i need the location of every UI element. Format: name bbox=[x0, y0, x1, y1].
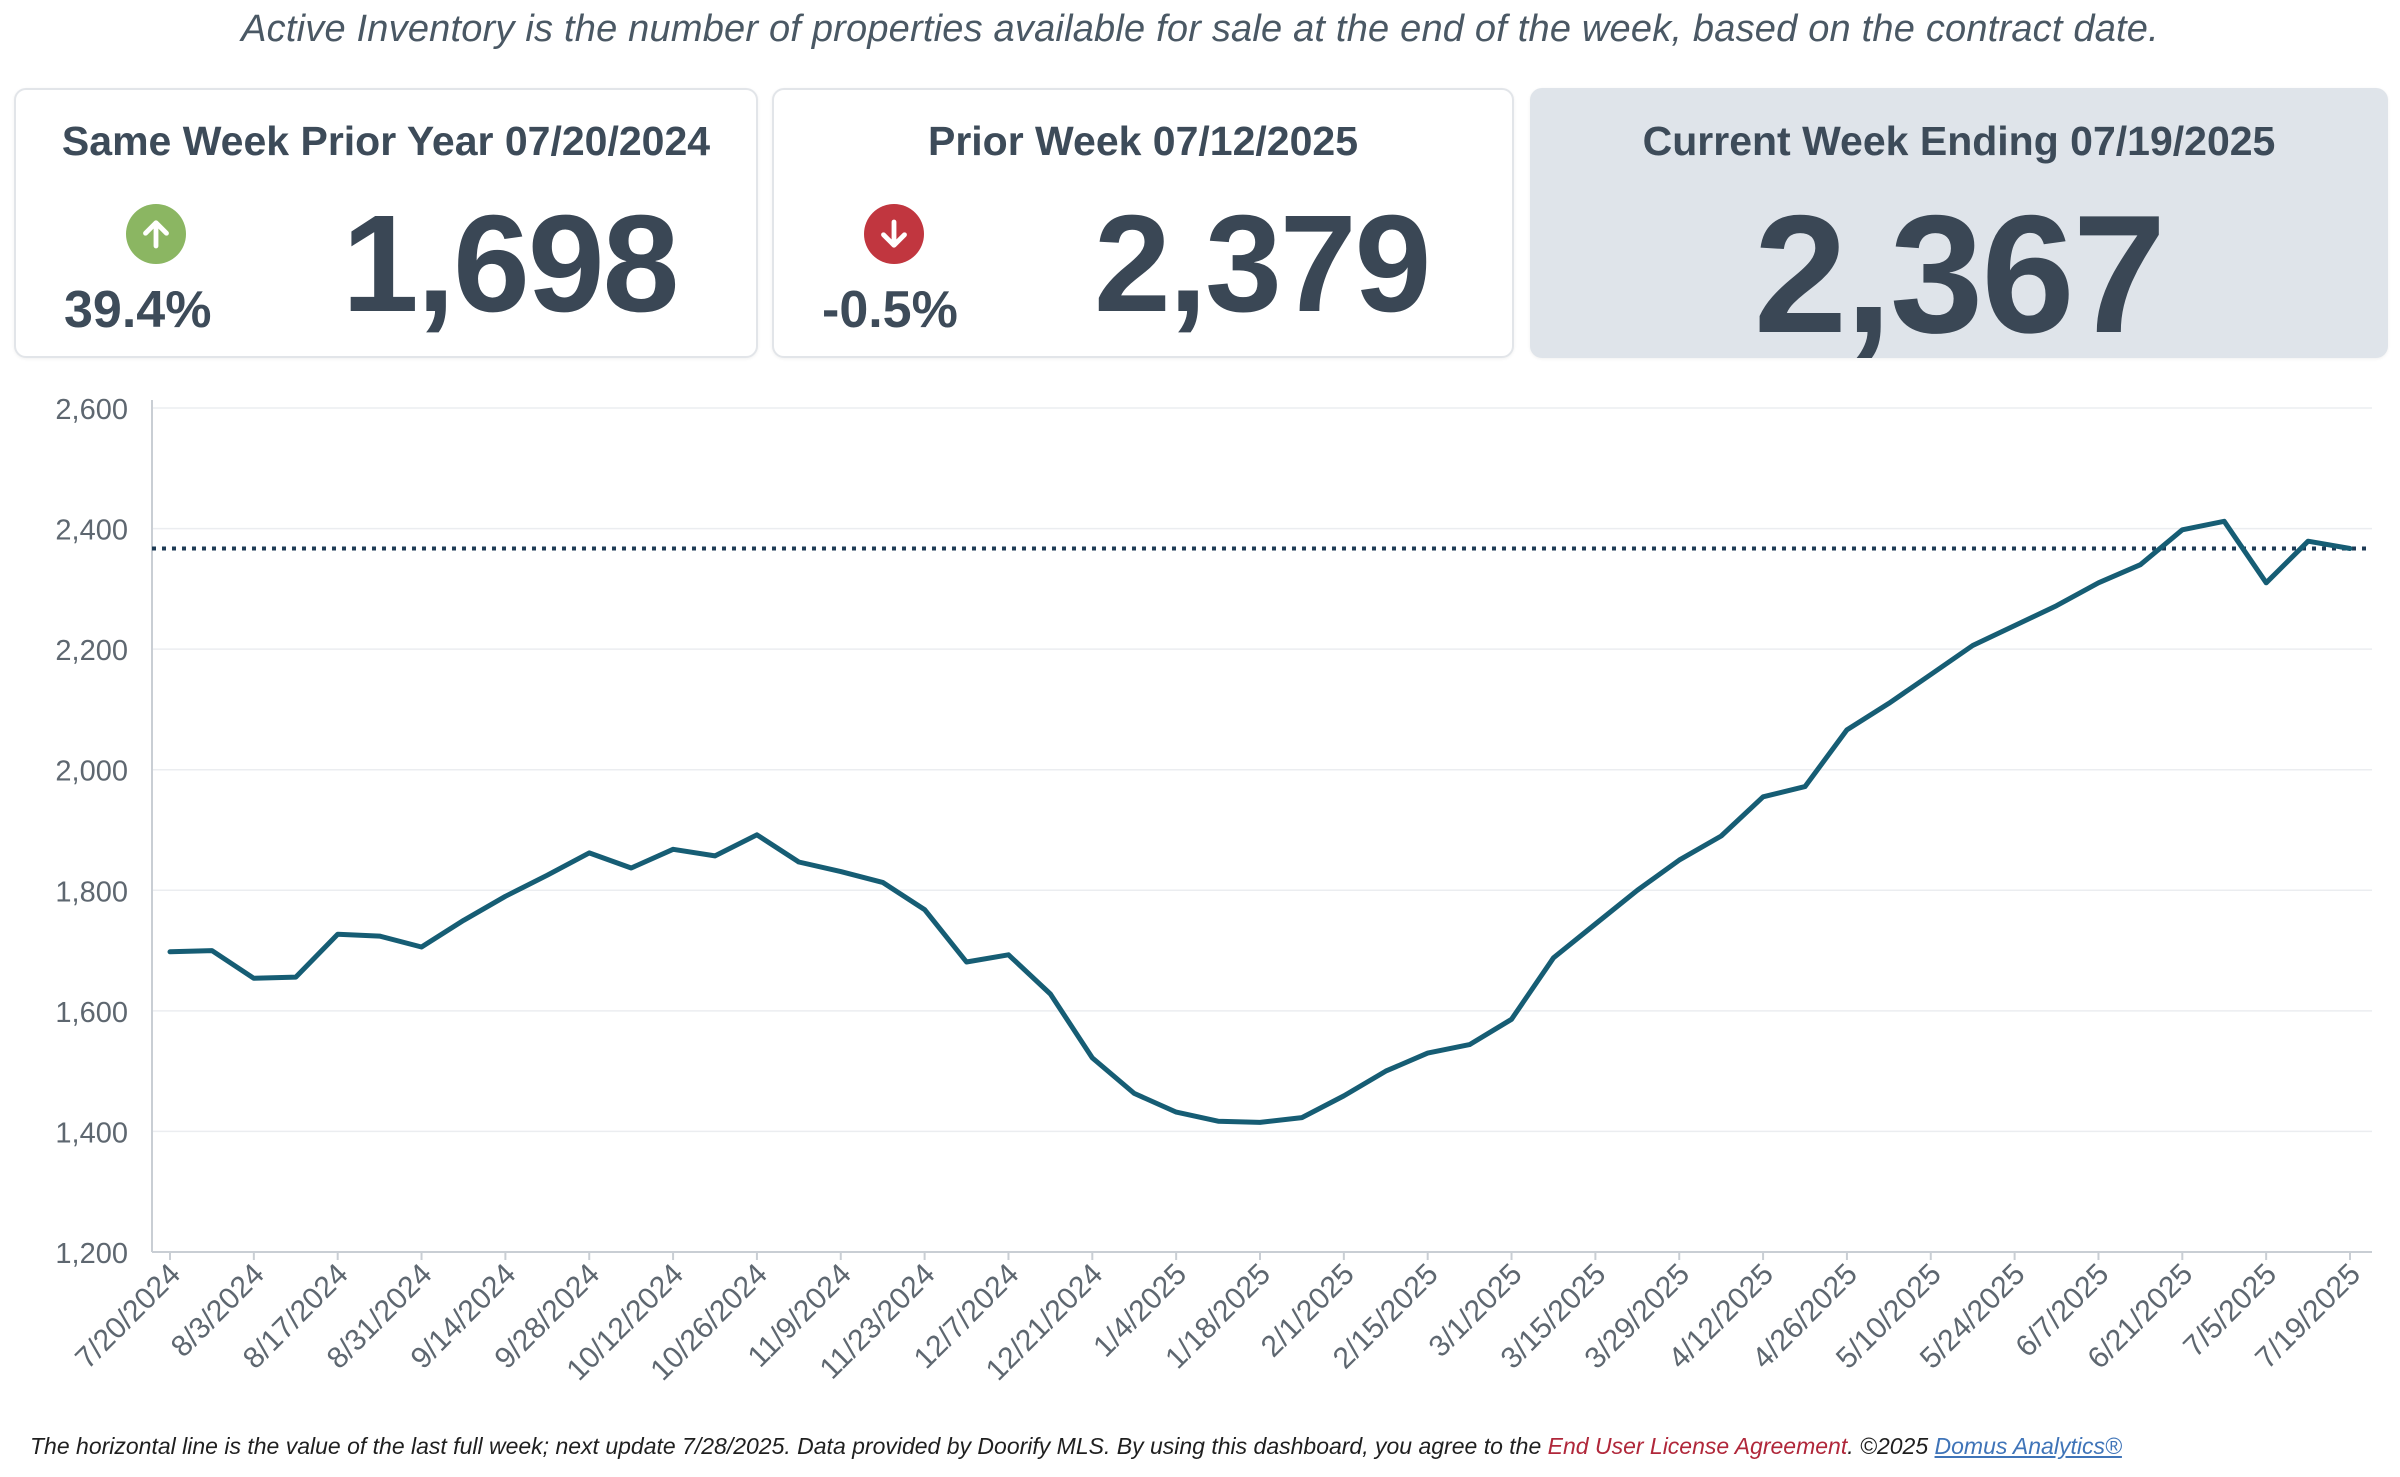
prior-week-value: 2,379 bbox=[1094, 187, 1431, 341]
inventory-line-chart: 1,200 1,400 1,600 1,800 2,000 2,200 2,400 2,600… bbox=[55, 394, 2372, 1387]
prior-year-change: 39.4% bbox=[64, 281, 212, 339]
down-arrow-icon bbox=[864, 204, 924, 264]
domus-analytics-link[interactable]: Domus Analytics® bbox=[1934, 1433, 2122, 1459]
footer-note: The horizontal line is the value of the … bbox=[30, 1433, 2122, 1460]
footer-copyright: . ©2025 bbox=[1847, 1433, 1929, 1459]
prior-year-title: Same Week Prior Year 07/20/2024 bbox=[61, 118, 711, 164]
up-arrow-icon bbox=[126, 204, 186, 264]
x-axis: 7/20/20248/3/20248/17/20248/31/20249/14/… bbox=[69, 1251, 2372, 1387]
y-tick-label: 1,600 bbox=[55, 997, 128, 1029]
prior-year-card: Same Week Prior Year 07/20/2024 39.4% 1,… bbox=[14, 88, 758, 358]
current-week-title: Current Week Ending 07/19/2025 bbox=[1642, 118, 2276, 164]
y-tick-label: 1,400 bbox=[55, 1117, 128, 1149]
prior-week-title: Prior Week 07/12/2025 bbox=[927, 118, 1359, 164]
prior-week-card: Prior Week 07/12/2025 -0.5% 2,379 bbox=[772, 88, 1514, 358]
prior-year-value: 1,698 bbox=[342, 187, 679, 341]
prior-week-change: -0.5% bbox=[822, 281, 958, 339]
series-line bbox=[167, 518, 2353, 1125]
series-layer bbox=[167, 518, 2353, 1125]
x-tick-label: 7/20/2024 bbox=[69, 1258, 187, 1376]
y-axis: 1,200 1,400 1,600 1,800 2,000 2,200 2,400 2,600 bbox=[55, 394, 153, 1270]
y-tick-label: 2,400 bbox=[55, 515, 128, 547]
footer-text: The horizontal line is the value of the … bbox=[30, 1433, 1542, 1459]
y-tick-label: 2,200 bbox=[55, 635, 128, 667]
current-week-value: 2,367 bbox=[1753, 180, 2166, 368]
grid-lines bbox=[152, 407, 2372, 1253]
y-tick-label: 1,800 bbox=[55, 876, 128, 908]
current-week-card: Current Week Ending 07/19/2025 2,367 bbox=[1530, 88, 2388, 368]
y-tick-label: 2,000 bbox=[55, 756, 128, 788]
dashboard-subtitle: Active Inventory is the number of proper… bbox=[241, 8, 2159, 50]
eula-link[interactable]: End User License Agreement bbox=[1547, 1433, 1848, 1459]
y-tick-label: 2,600 bbox=[55, 394, 128, 426]
y-tick-label: 1,200 bbox=[55, 1238, 128, 1270]
